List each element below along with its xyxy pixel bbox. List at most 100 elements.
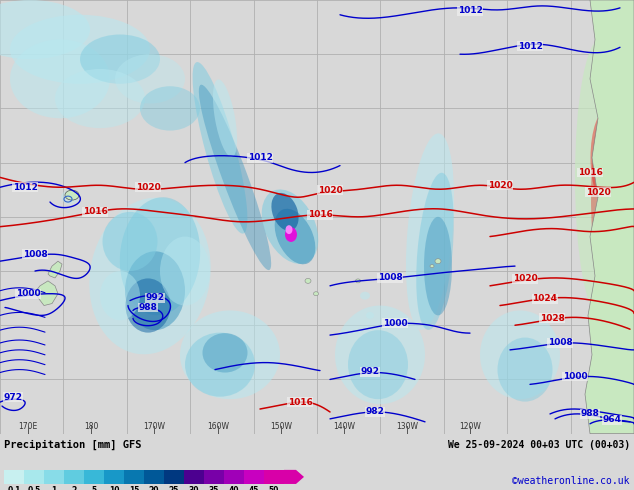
Text: 120W: 120W [459,422,481,431]
Text: 1028: 1028 [540,314,564,323]
Text: 988: 988 [139,303,157,312]
Ellipse shape [120,197,200,315]
Text: 30: 30 [189,486,199,490]
Text: 1020: 1020 [513,274,538,283]
Ellipse shape [61,190,79,204]
Ellipse shape [590,108,626,207]
Ellipse shape [89,197,210,354]
Polygon shape [585,0,634,434]
Text: 180: 180 [84,422,98,431]
Text: 140W: 140W [333,422,355,431]
Bar [4,470,24,484]
Ellipse shape [480,311,560,399]
Ellipse shape [335,306,425,404]
Bar [164,470,184,484]
Ellipse shape [140,86,200,131]
Text: 1000: 1000 [16,289,41,298]
Bar [64,470,84,484]
Text: 1016: 1016 [288,397,313,407]
Ellipse shape [271,193,299,231]
Text: 1008: 1008 [548,339,573,347]
Bar [84,470,104,484]
Text: 0.5: 0.5 [27,486,41,490]
Ellipse shape [126,278,171,333]
Ellipse shape [0,0,90,59]
Bar [184,470,204,484]
Text: 2: 2 [72,486,77,490]
Ellipse shape [348,330,408,399]
Ellipse shape [285,225,292,234]
FancyArrow shape [284,470,304,484]
Text: 1016: 1016 [307,210,332,220]
Text: 170W: 170W [143,422,165,431]
Ellipse shape [275,209,315,264]
Text: 1020: 1020 [488,181,512,190]
Bar [224,470,244,484]
Text: 1000: 1000 [383,319,407,328]
Ellipse shape [305,278,311,283]
Text: 35: 35 [209,486,219,490]
Text: 1012: 1012 [13,183,37,192]
Bar [44,470,64,484]
Text: 20: 20 [149,486,159,490]
Text: 1012: 1012 [517,42,543,51]
Ellipse shape [199,85,271,270]
Text: 1024: 1024 [533,294,557,303]
Ellipse shape [417,173,454,330]
Ellipse shape [10,15,150,84]
Ellipse shape [80,34,160,84]
Ellipse shape [285,227,297,242]
Text: 50: 50 [269,486,279,490]
Text: 150W: 150W [270,422,292,431]
Polygon shape [48,261,62,278]
Text: 15: 15 [129,486,139,490]
Ellipse shape [10,39,110,118]
Text: 992: 992 [361,367,380,376]
Text: 170E: 170E [18,422,37,431]
Ellipse shape [55,69,145,128]
Text: 0.1: 0.1 [8,486,21,490]
Text: 130W: 130W [396,422,418,431]
Text: We 25-09-2024 00+03 UTC (00+03): We 25-09-2024 00+03 UTC (00+03) [448,440,630,450]
Ellipse shape [115,54,185,103]
Ellipse shape [356,279,361,283]
Text: 964: 964 [602,416,621,424]
Ellipse shape [430,265,434,268]
Text: ©weatheronline.co.uk: ©weatheronline.co.uk [512,476,630,486]
Polygon shape [36,281,58,306]
Text: 1016: 1016 [578,168,602,177]
Ellipse shape [180,311,280,399]
Text: 1000: 1000 [563,372,587,381]
Text: 1008: 1008 [23,250,48,259]
Ellipse shape [193,62,247,234]
Text: 972: 972 [4,392,22,402]
Ellipse shape [366,312,374,319]
Ellipse shape [213,79,237,157]
Text: 1020: 1020 [586,188,611,196]
Text: 1020: 1020 [318,186,342,195]
Text: 25: 25 [169,486,179,490]
Bar [124,470,144,484]
Ellipse shape [435,259,441,264]
Ellipse shape [591,108,619,286]
Ellipse shape [103,212,157,271]
Text: Precipitation [mm] GFS: Precipitation [mm] GFS [4,440,141,450]
Text: 1020: 1020 [136,183,160,192]
Ellipse shape [125,251,185,330]
Ellipse shape [575,39,625,316]
Ellipse shape [202,333,247,372]
Text: 1008: 1008 [378,273,403,282]
Bar [264,470,284,484]
Text: 40: 40 [229,486,239,490]
Text: 988: 988 [581,410,599,418]
Ellipse shape [185,333,255,397]
Text: 10: 10 [109,486,119,490]
Bar [24,470,44,484]
Ellipse shape [160,237,210,306]
Text: 1016: 1016 [82,207,107,217]
Text: 982: 982 [366,408,384,416]
Bar [104,470,124,484]
Bar [144,470,164,484]
Text: 160W: 160W [207,422,229,431]
Text: 992: 992 [145,293,164,302]
